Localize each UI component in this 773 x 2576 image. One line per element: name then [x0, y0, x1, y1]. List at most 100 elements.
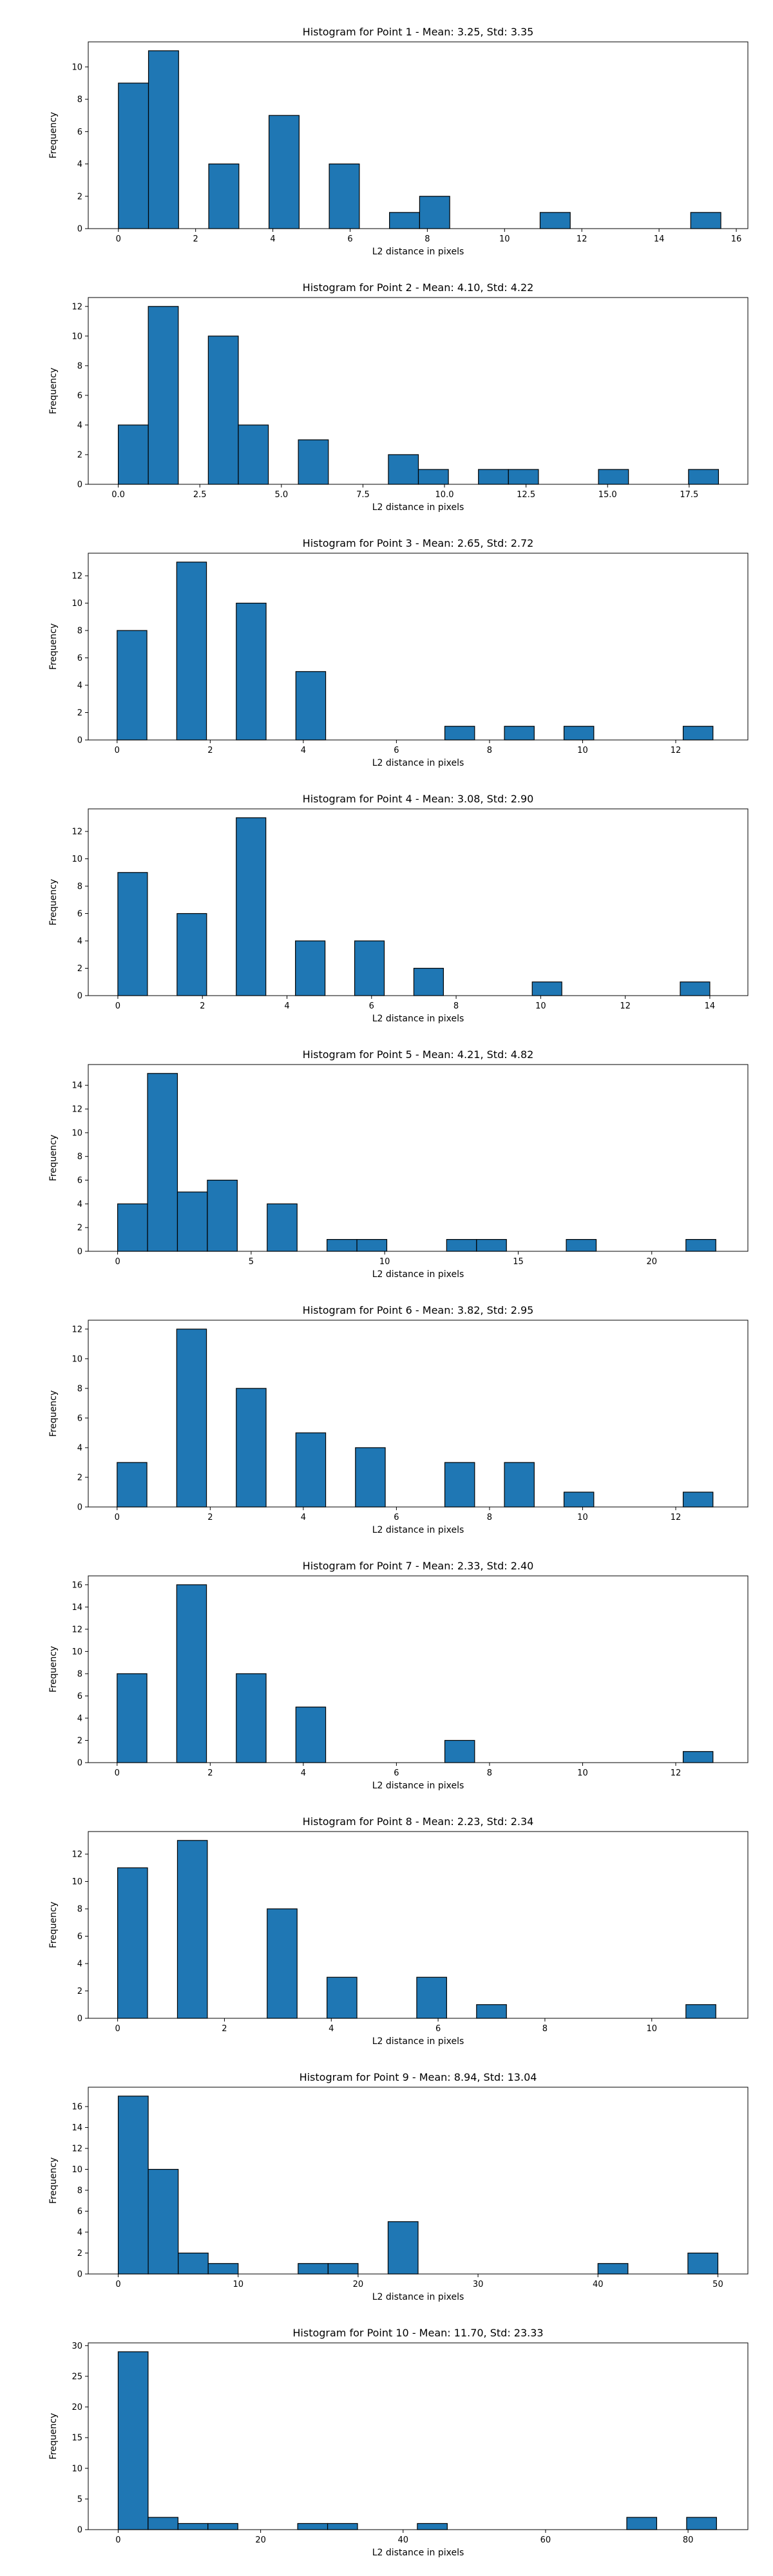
histogram-bar: [354, 940, 385, 996]
histogram-bar: [478, 469, 509, 485]
y-axis-label: Frequency: [48, 2413, 59, 2459]
histogram-bar: [177, 1191, 208, 1252]
x-tick-label: 5.0: [274, 490, 288, 500]
histogram-bar: [236, 1388, 267, 1508]
x-tick-label: 10: [646, 2024, 657, 2034]
x-tick-label: 12.5: [517, 490, 535, 500]
y-tick-label: 10: [72, 62, 82, 72]
histogram-bar: [690, 212, 721, 229]
y-axis-label: Frequency: [48, 112, 59, 158]
y-tick-label: 0: [77, 480, 82, 490]
y-tick-label: 0: [77, 992, 82, 1001]
x-tick-label: 2: [200, 1001, 205, 1011]
histogram-bar: [117, 1203, 148, 1252]
chart-title: Histogram for Point 2 - Mean: 4.10, Std:…: [303, 281, 534, 294]
y-tick-label: 2: [77, 1736, 82, 1746]
y-tick-label: 8: [77, 1152, 82, 1162]
chart-title: Histogram for Point 3 - Mean: 2.65, Std:…: [303, 537, 534, 549]
y-tick-label: 0: [77, 736, 82, 746]
x-tick-label: 12: [577, 234, 587, 244]
x-tick-label: 0: [115, 2535, 120, 2545]
y-tick-label: 6: [77, 128, 82, 137]
x-tick-label: 2.5: [193, 490, 207, 500]
histogram-bar: [531, 981, 562, 996]
x-tick-label: 8: [542, 2024, 548, 2034]
x-tick-label: 6: [347, 234, 352, 244]
x-tick-label: 16: [731, 234, 742, 244]
histogram-bar: [117, 1462, 148, 1508]
histogram-bar: [444, 1739, 475, 1763]
x-tick-label: 15: [513, 1257, 524, 1267]
y-tick-label: 8: [77, 95, 82, 105]
y-tick-label: 4: [77, 1443, 82, 1453]
chart-title: Histogram for Point 10 - Mean: 11.70, St…: [292, 2327, 543, 2339]
histogram-bar: [148, 306, 179, 485]
x-axis-label: L2 distance in pixels: [372, 502, 464, 513]
histogram-bar: [417, 469, 449, 485]
x-tick-label: 0: [115, 2280, 120, 2289]
histogram-panel-1: Histogram for Point 1 - Mean: 3.25, Std:…: [48, 26, 749, 257]
x-tick-label: 12: [671, 746, 682, 755]
x-axis-label: L2 distance in pixels: [372, 247, 464, 257]
y-tick-label: 0: [77, 2014, 82, 2024]
x-tick-label: 10: [379, 1257, 390, 1267]
x-tick-label: 20: [255, 2535, 266, 2545]
chart-title: Histogram for Point 9 - Mean: 8.94, Std:…: [300, 2071, 537, 2083]
x-tick-label: 20: [646, 1257, 657, 1267]
chart-title: Histogram for Point 7 - Mean: 2.33, Std:…: [303, 1560, 534, 1572]
histogram-bar: [236, 817, 267, 996]
histogram-bar: [687, 2252, 719, 2275]
histogram-bar: [268, 115, 300, 229]
histogram-bar: [295, 671, 327, 741]
histogram-bar: [566, 1238, 597, 1252]
histogram-bar: [117, 1867, 148, 2019]
y-tick-label: 2: [77, 1987, 82, 1996]
histogram-bar: [563, 726, 595, 741]
y-tick-label: 10: [72, 1354, 82, 1364]
y-tick-label: 4: [77, 2228, 82, 2238]
x-tick-label: 6: [394, 746, 399, 755]
y-tick-label: 4: [77, 1200, 82, 1209]
x-tick-label: 40: [593, 2280, 604, 2289]
y-tick-label: 10: [72, 599, 82, 609]
histogram-panel-2: Histogram for Point 2 - Mean: 4.10, Std:…: [48, 281, 749, 513]
x-tick-label: 0.0: [111, 490, 125, 500]
x-tick-label: 4: [329, 2024, 334, 2034]
x-tick-label: 10: [535, 1001, 546, 1011]
y-tick-label: 8: [77, 2186, 82, 2196]
x-tick-label: 10: [577, 1768, 588, 1778]
y-axis-label: Frequency: [48, 1390, 59, 1437]
x-tick-label: 12: [620, 1001, 631, 1011]
y-tick-label: 12: [72, 302, 82, 312]
x-axis-label: L2 distance in pixels: [372, 2292, 464, 2302]
histogram-bar: [118, 82, 149, 229]
histogram-bar: [267, 1203, 298, 1252]
y-tick-label: 4: [77, 1714, 82, 1723]
y-tick-label: 2: [77, 708, 82, 718]
y-tick-label: 6: [77, 1692, 82, 1701]
histogram-bar: [117, 872, 148, 996]
y-tick-label: 4: [77, 681, 82, 691]
y-tick-label: 8: [77, 1384, 82, 1394]
histogram-panel-10: Histogram for Point 10 - Mean: 11.70, St…: [48, 2327, 749, 2558]
x-tick-label: 4: [301, 746, 306, 755]
histogram-bar: [148, 2517, 178, 2530]
y-axis-label: Frequency: [48, 879, 59, 925]
x-tick-label: 10.0: [435, 490, 454, 500]
histogram-bar: [417, 2523, 448, 2530]
x-axis-label: L2 distance in pixels: [372, 1525, 464, 1535]
histogram-bar: [117, 1673, 148, 1763]
y-tick-label: 12: [72, 572, 82, 582]
histogram-bar: [267, 1908, 298, 2019]
plot-frame: [88, 1575, 749, 1763]
y-tick-label: 4: [77, 1960, 82, 1969]
y-tick-label: 15: [72, 2434, 82, 2443]
histogram-bar: [236, 602, 267, 741]
plot-frame: [88, 553, 749, 741]
y-tick-label: 6: [77, 1414, 82, 1423]
x-tick-label: 5: [249, 1257, 254, 1267]
x-tick-label: 7.5: [356, 490, 370, 500]
y-tick-label: 12: [72, 2145, 82, 2154]
chart-title: Histogram for Point 8 - Mean: 2.23, Std:…: [303, 1815, 534, 1828]
